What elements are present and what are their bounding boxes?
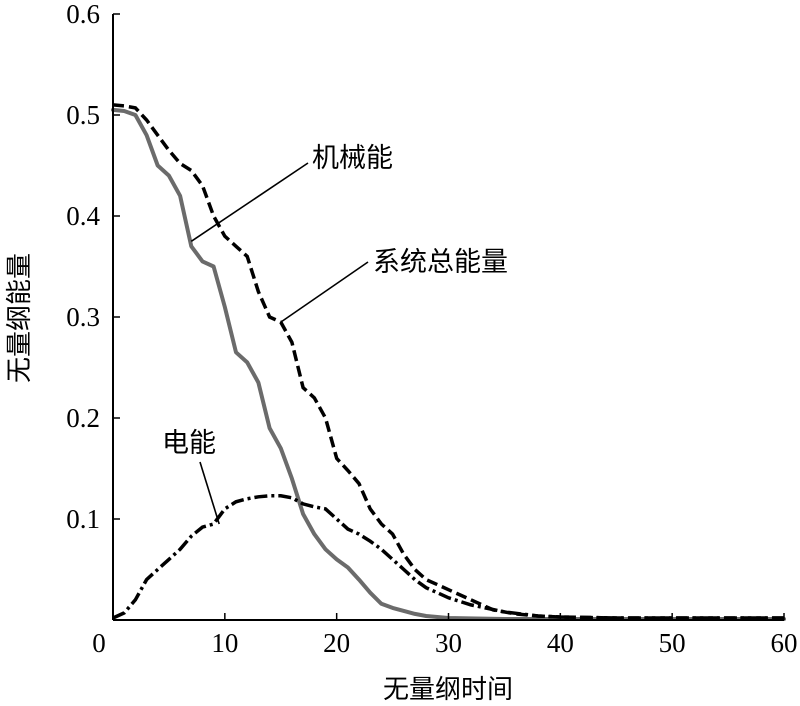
y-tick-label: 0.6 (66, 0, 100, 29)
x-tick-label: 60 (771, 628, 798, 658)
x-ticks: 0 10 20 30 40 50 60 (92, 613, 798, 658)
y-tick-label: 0.3 (66, 302, 100, 332)
x-tick-label: 40 (547, 628, 574, 658)
x-tick-label: 30 (435, 628, 462, 658)
y-tick-label: 0.1 (66, 504, 100, 534)
annotation-total-energy: 系统总能量 (373, 247, 508, 278)
leader-line-electrical-energy (199, 461, 220, 525)
series-line-electrical-energy (112, 494, 784, 620)
leader-line-mechanical-energy (190, 162, 309, 242)
series-layer (111, 103, 786, 621)
annotation-mechanical-energy: 机械能 (312, 143, 393, 174)
leader-line-total-energy (280, 261, 369, 323)
x-tick-label: 0 (92, 628, 106, 658)
y-axis-title: 无量纲能量 (5, 253, 35, 383)
y-ticks: 0.1 0.2 0.3 0.4 0.5 0.6 (66, 0, 120, 534)
series-line-total-energy (112, 103, 784, 620)
annotation-electrical-energy: 电能 (162, 428, 216, 459)
series-line-mechanical-energy (111, 107, 786, 621)
annotations: 机械能 系统总能量 电能 (162, 143, 508, 525)
x-axis: 0 10 20 30 40 50 60 (92, 613, 798, 658)
y-tick-label: 0.2 (66, 403, 100, 433)
x-tick-label: 10 (211, 628, 238, 658)
y-tick-label: 0.4 (66, 201, 100, 231)
y-axis: 0.1 0.2 0.3 0.4 0.5 0.6 (66, 0, 120, 620)
x-tick-label: 20 (323, 628, 350, 658)
x-tick-label: 50 (659, 628, 686, 658)
x-axis-title: 无量纲时间 (383, 675, 513, 705)
y-tick-label: 0.5 (66, 100, 100, 130)
